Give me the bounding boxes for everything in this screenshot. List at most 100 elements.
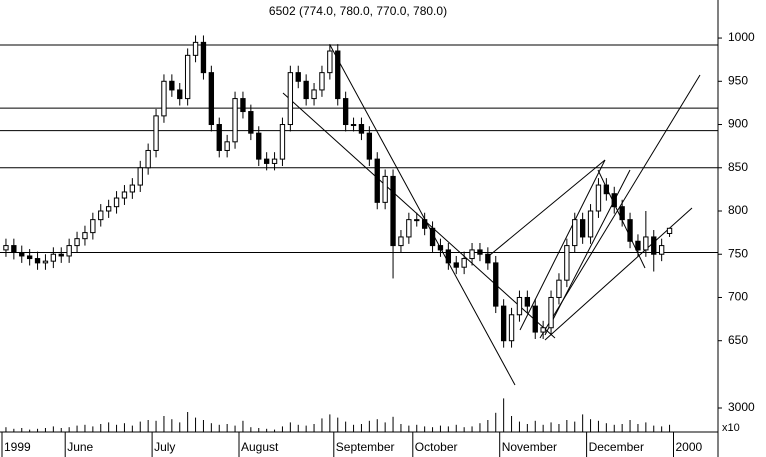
candle-body	[524, 296, 531, 307]
y-tick-label: 1000	[728, 30, 755, 44]
x-tick-label: September	[336, 440, 395, 454]
candle-body	[3, 245, 9, 251]
trend-line	[519, 159, 606, 331]
candle-body	[177, 89, 183, 100]
x-tick-label: 2000	[676, 440, 703, 454]
y-tick-label: 700	[728, 290, 748, 304]
candle-body	[19, 252, 25, 257]
candle-body	[587, 210, 594, 238]
x-tick-label: December	[589, 440, 644, 454]
candle-body	[105, 206, 112, 212]
candle-body	[224, 141, 230, 151]
candle-body	[74, 238, 80, 247]
x-tick-label: 1999	[4, 440, 31, 454]
candle-body	[192, 41, 199, 56]
candle-body	[216, 124, 222, 151]
candle-body	[548, 296, 554, 329]
candle-body	[335, 50, 341, 100]
volume-tick-label: 3000	[728, 400, 755, 414]
candle-body	[595, 184, 602, 212]
candle-body	[256, 132, 262, 160]
y-tick-label: 650	[728, 333, 748, 347]
candle-body	[485, 253, 491, 264]
x-tick-label: November	[502, 440, 557, 454]
candle-body	[169, 80, 175, 91]
candle-body	[350, 124, 357, 127]
trend-line	[489, 159, 606, 256]
candle-body	[666, 227, 673, 234]
candle-body	[635, 240, 641, 251]
y-tick-label: 750	[728, 246, 748, 260]
candle-body	[437, 245, 444, 251]
candle-body	[382, 175, 388, 203]
candle-body	[311, 89, 317, 100]
x-tick-label: August	[241, 440, 279, 454]
candle-body	[66, 245, 72, 257]
candle-body	[287, 72, 294, 126]
candle-body	[619, 206, 625, 221]
candle-body	[232, 98, 238, 143]
candle-body	[137, 167, 143, 186]
candle-body	[358, 124, 365, 134]
candle-body	[564, 245, 570, 281]
candle-body	[532, 305, 538, 333]
candle-body	[279, 124, 286, 160]
candle-body	[390, 175, 396, 247]
candle-body	[145, 149, 151, 169]
y-tick-label: 950	[728, 73, 748, 87]
candle-body	[319, 72, 325, 91]
candle-body	[572, 219, 578, 247]
candle-body	[540, 327, 546, 333]
y-tick-label: 900	[728, 117, 748, 131]
candle-body	[469, 249, 475, 260]
candle-body	[327, 50, 333, 74]
x-tick-label: July	[154, 440, 175, 454]
candle-body	[406, 219, 412, 238]
candle-body	[477, 249, 483, 255]
candle-body	[129, 184, 136, 193]
candle-body	[421, 219, 428, 229]
candle-body	[658, 245, 665, 255]
candle-body	[579, 219, 586, 238]
candle-body	[58, 253, 64, 257]
y-tick-label: 800	[728, 203, 748, 217]
candle-body	[34, 258, 41, 264]
candle-body	[453, 262, 459, 268]
trend-line	[282, 92, 556, 339]
candle-body	[200, 41, 207, 74]
candle-body	[374, 158, 380, 203]
candle-body	[429, 227, 436, 247]
candle-body	[263, 158, 270, 164]
candle-body	[184, 54, 191, 100]
candle-body	[398, 236, 404, 247]
candle-body	[643, 236, 649, 251]
candle-body	[50, 253, 57, 262]
candle-body	[651, 236, 657, 255]
chart-title: 6502 (774.0, 780.0, 770.0, 780.0)	[269, 4, 447, 18]
candle-body	[445, 249, 452, 264]
candle-body	[627, 219, 633, 242]
candle-body	[90, 219, 96, 234]
candle-body	[271, 158, 278, 164]
candle-body	[366, 132, 373, 160]
candle-body	[461, 258, 467, 268]
candle-body	[82, 232, 88, 240]
candle-body	[508, 314, 515, 342]
candle-body	[98, 210, 104, 221]
candle-body	[516, 296, 523, 316]
candle-body	[603, 184, 610, 195]
volume-unit: x10	[722, 422, 740, 434]
candle-body	[414, 219, 420, 222]
candle-body	[42, 260, 49, 264]
candle-body	[295, 72, 301, 82]
candle-body	[121, 191, 128, 199]
candle-body	[342, 98, 349, 126]
x-tick-label: June	[67, 440, 93, 454]
y-tick-label: 850	[728, 160, 748, 174]
candle-body	[208, 72, 215, 126]
x-tick-label: October	[415, 440, 458, 454]
candle-body	[500, 305, 507, 342]
candle-body	[11, 245, 17, 254]
